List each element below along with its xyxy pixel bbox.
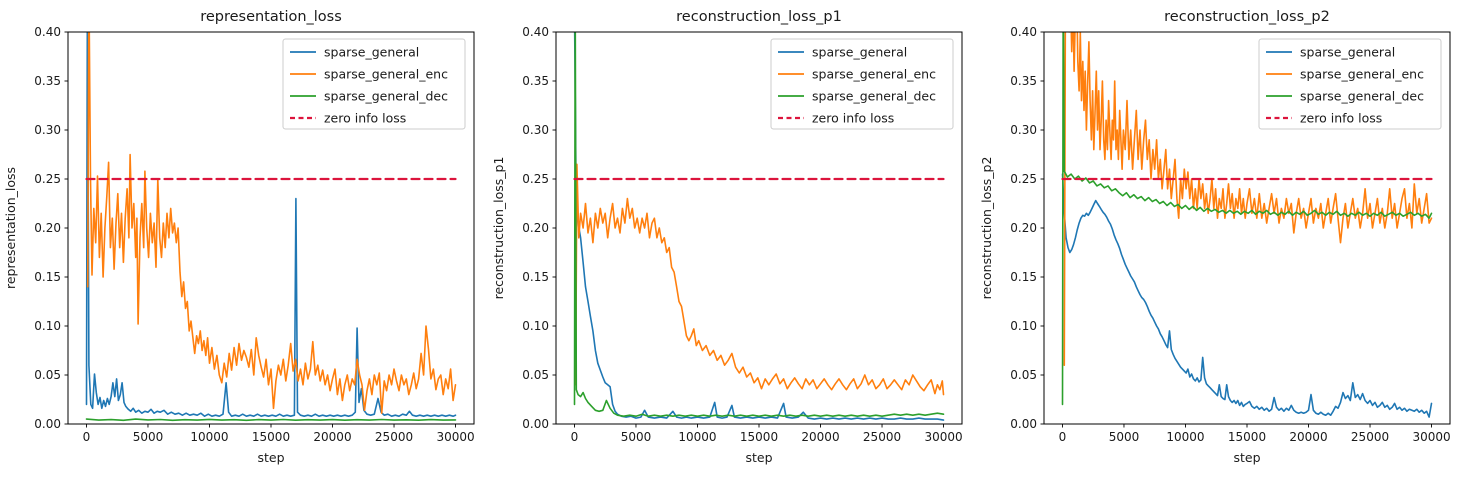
y-tick-label: 0.05 <box>34 368 61 382</box>
chart-representation-loss: 0.00 0.05 0.10 0.15 0.20 0.25 0.30 0.35 0.40 0 500… <box>3 9 475 465</box>
x-axis-label: step <box>257 450 284 465</box>
legend-label: zero info loss <box>324 110 406 125</box>
x-tick-label: 20000 <box>801 430 839 444</box>
y-tick-label: 0.40 <box>1010 25 1037 39</box>
x-tick-label: 0 <box>1059 430 1067 444</box>
y-tick-label: 0.05 <box>522 368 549 382</box>
y-tick-label: 0.20 <box>1010 221 1037 235</box>
plot-series-group <box>85 32 457 422</box>
y-tick-label: 0.15 <box>522 270 549 284</box>
x-tick-label: 5000 <box>133 430 164 444</box>
y-tick-label: 0.00 <box>522 417 549 431</box>
legend-label: sparse_general <box>812 44 907 59</box>
y-tick-label: 0.20 <box>522 221 549 235</box>
y-tick-label: 0.10 <box>34 319 61 333</box>
chart-title: reconstruction_loss_p2 <box>1164 9 1330 25</box>
x-tick-label: 10000 <box>190 430 228 444</box>
series-line-sparse_general <box>1061 173 1433 418</box>
legend: sparse_general sparse_general_enc sparse_g… <box>1258 38 1442 130</box>
x-tick-label: 25000 <box>863 430 901 444</box>
y-tick-label: 0.35 <box>34 74 61 88</box>
x-axis-label: step <box>1233 450 1260 465</box>
chart-title: reconstruction_loss_p1 <box>676 9 842 25</box>
y-tick-label: 0.00 <box>1010 417 1037 431</box>
y-axis-label: reconstruction_loss_p2 <box>979 157 994 300</box>
y-tick-label: 0.25 <box>34 172 61 186</box>
x-tick-label: 10000 <box>1166 430 1204 444</box>
y-tick-label: 0.40 <box>522 25 549 39</box>
y-tick-label: 0.30 <box>1010 123 1037 137</box>
y-tick-label: 0.35 <box>1010 74 1037 88</box>
series-line-sparse_general_dec <box>573 32 945 417</box>
legend-label: sparse_general_dec <box>1300 88 1424 103</box>
x-tick-label: 0 <box>83 430 91 444</box>
series-line-sparse_general_enc <box>574 163 945 396</box>
y-tick-label: 0.15 <box>34 270 61 284</box>
x-tick-label: 20000 <box>1289 430 1327 444</box>
series-line-sparse_general_dec <box>85 418 457 422</box>
y-tick-label: 0.35 <box>522 74 549 88</box>
x-tick-label: 5000 <box>1109 430 1140 444</box>
x-tick-label: 15000 <box>1228 430 1266 444</box>
legend-box <box>282 38 466 130</box>
legend-label: zero info loss <box>812 110 894 125</box>
x-tick-label: 30000 <box>1412 430 1450 444</box>
y-tick-label: 0.20 <box>34 221 61 235</box>
y-axis-label: representation_loss <box>3 167 18 289</box>
y-tick-label: 0.30 <box>34 123 61 137</box>
y-tick-label: 0.00 <box>34 417 61 431</box>
y-tick-label: 0.25 <box>1010 172 1037 186</box>
x-tick-label: 0 <box>571 430 579 444</box>
legend-label: sparse_general_dec <box>812 88 936 103</box>
x-tick-label: 5000 <box>621 430 652 444</box>
x-tick-label: 15000 <box>740 430 778 444</box>
x-tick-label: 30000 <box>436 430 474 444</box>
x-tick-label: 15000 <box>252 430 290 444</box>
y-tick-label: 0.25 <box>522 172 549 186</box>
y-tick-label: 0.10 <box>1010 319 1037 333</box>
chart-title: representation_loss <box>200 9 342 25</box>
plot-series-group <box>1061 32 1433 418</box>
chart-reconstruction-loss-p2: 0.00 0.05 0.10 0.15 0.20 0.25 0.30 0.35 0.40 0 500… <box>979 9 1451 465</box>
x-axis-label: step <box>745 450 772 465</box>
chart-reconstruction-loss-p1: 0.00 0.05 0.10 0.15 0.20 0.25 0.30 0.35 0.40 0 500… <box>491 9 963 465</box>
legend: sparse_general sparse_general_enc sparse_g… <box>282 38 466 130</box>
series-line-sparse_general_enc <box>1063 32 1433 366</box>
legend-label: sparse_general <box>1300 44 1395 59</box>
legend-box <box>1258 38 1442 130</box>
series-line-sparse_general <box>573 32 945 421</box>
x-tick-label: 25000 <box>1351 430 1389 444</box>
series-line-sparse_general <box>85 32 457 417</box>
plot-border <box>555 31 963 425</box>
y-tick-label: 0.30 <box>522 123 549 137</box>
x-tick-label: 30000 <box>924 430 962 444</box>
y-tick-label: 0.40 <box>34 25 61 39</box>
plot-border <box>1043 31 1451 425</box>
legend-label: sparse_general_enc <box>812 66 936 81</box>
y-tick-label: 0.10 <box>522 319 549 333</box>
plot-series-group <box>573 32 945 421</box>
series-line-sparse_general_dec <box>1061 32 1433 406</box>
legend-label: sparse_general_enc <box>1300 66 1424 81</box>
x-tick-label: 20000 <box>313 430 351 444</box>
y-tick-label: 0.15 <box>1010 270 1037 284</box>
legend-label: sparse_general <box>324 44 419 59</box>
series-line-sparse_general_enc <box>86 32 457 414</box>
legend: sparse_general sparse_general_enc sparse_g… <box>770 38 954 130</box>
legend-label: sparse_general_enc <box>324 66 448 81</box>
legend-label: zero info loss <box>1300 110 1382 125</box>
y-axis-label: reconstruction_loss_p1 <box>491 157 506 300</box>
legend-label: sparse_general_dec <box>324 88 448 103</box>
x-tick-label: 10000 <box>678 430 716 444</box>
plot-border <box>67 31 475 425</box>
legend-box <box>770 38 954 130</box>
y-tick-label: 0.05 <box>1010 368 1037 382</box>
x-tick-label: 25000 <box>375 430 413 444</box>
